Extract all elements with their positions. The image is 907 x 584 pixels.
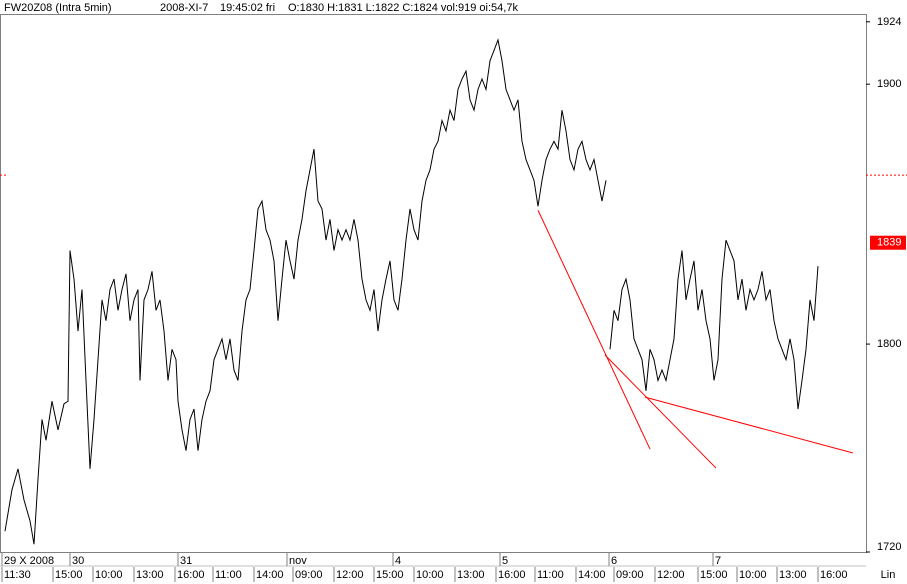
last-value-box xyxy=(870,235,906,250)
x-tick-label: 13:00 xyxy=(779,569,807,581)
x-tick-label: 11:00 xyxy=(537,569,564,581)
x-tick-label: 10:00 xyxy=(416,569,444,581)
date: 2008-XI-7 xyxy=(160,2,208,14)
last-value-label: 1839 xyxy=(877,237,901,249)
day-tick-label: 6 xyxy=(611,555,617,567)
y-tick-label: 1924 xyxy=(877,16,901,28)
x-tick-label: 15:00 xyxy=(55,569,83,581)
trendline xyxy=(604,354,717,469)
y-tick-label: 1900 xyxy=(877,78,901,90)
x-tick-label: 13:00 xyxy=(136,569,164,581)
x-tick-label: 14:00 xyxy=(256,569,284,581)
day-tick-label: nov xyxy=(289,555,307,567)
chart-title: FW20Z08 (Intra 5min) xyxy=(4,2,112,14)
x-tick-label: 10:00 xyxy=(739,569,767,581)
x-tick-label: 10:00 xyxy=(95,569,123,581)
day-tick-label: 29 X 2008 xyxy=(4,555,54,567)
x-tick-label: 09:00 xyxy=(616,569,644,581)
trendline xyxy=(644,396,854,454)
x-tick-label: 15:00 xyxy=(700,569,728,581)
y-tick-label: 1800 xyxy=(877,338,901,350)
x-tick-label: 12:00 xyxy=(336,569,364,581)
scale-mode: Lin xyxy=(881,569,896,581)
x-tick-label: 15:00 xyxy=(376,569,404,581)
x-tick-label: 09:00 xyxy=(295,569,323,581)
day-tick-label: 31 xyxy=(180,555,192,567)
x-tick-label: 12:00 xyxy=(657,569,685,581)
y-tick-label: 1720 xyxy=(877,541,901,553)
day-tick-label: 4 xyxy=(395,555,401,567)
trendline xyxy=(537,210,651,450)
quote: O:1830 H:1831 L:1822 C:1824 vol:919 oi:5… xyxy=(288,2,518,14)
x-tick-label: 11:30 xyxy=(4,569,31,581)
day-tick-label: 30 xyxy=(72,555,84,567)
plot-frame xyxy=(0,14,867,553)
x-tick-label: 13:00 xyxy=(457,569,485,581)
x-tick-label: 11:00 xyxy=(215,569,242,581)
day-tick-label: 7 xyxy=(715,555,721,567)
x-tick-label: 16:00 xyxy=(498,569,526,581)
x-tick-label: 14:00 xyxy=(578,569,606,581)
day-tick-label: 5 xyxy=(502,555,508,567)
time: 19:45:02 fri xyxy=(220,2,275,14)
x-tick-label: 16:00 xyxy=(820,569,848,581)
price-line xyxy=(4,38,819,545)
x-tick-label: 16:00 xyxy=(177,569,205,581)
